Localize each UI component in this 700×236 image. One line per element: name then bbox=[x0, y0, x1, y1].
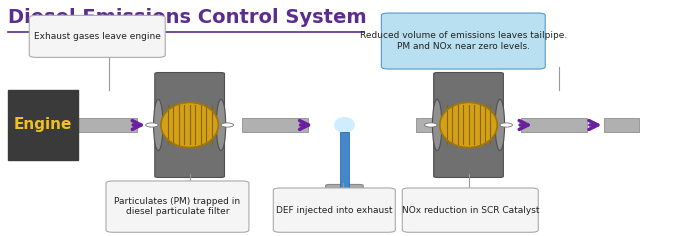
Ellipse shape bbox=[440, 102, 497, 148]
Text: Exhaust gases leave engine: Exhaust gases leave engine bbox=[34, 32, 161, 41]
Text: Particulates (PM) trapped in
diesel particulate filter: Particulates (PM) trapped in diesel part… bbox=[114, 197, 241, 216]
Ellipse shape bbox=[161, 102, 218, 148]
Text: Engine: Engine bbox=[14, 118, 72, 132]
Text: Diesel Emissions Control System: Diesel Emissions Control System bbox=[8, 8, 367, 27]
FancyBboxPatch shape bbox=[326, 185, 363, 219]
Ellipse shape bbox=[334, 117, 355, 133]
Circle shape bbox=[221, 123, 234, 127]
Ellipse shape bbox=[153, 99, 163, 151]
Circle shape bbox=[425, 123, 438, 127]
FancyBboxPatch shape bbox=[29, 15, 165, 57]
Circle shape bbox=[146, 123, 158, 127]
FancyBboxPatch shape bbox=[402, 188, 538, 232]
Ellipse shape bbox=[216, 99, 225, 151]
FancyBboxPatch shape bbox=[340, 132, 349, 188]
FancyBboxPatch shape bbox=[273, 188, 395, 232]
FancyBboxPatch shape bbox=[416, 118, 479, 132]
Text: DEF injected into exhaust: DEF injected into exhaust bbox=[276, 206, 393, 215]
FancyBboxPatch shape bbox=[382, 13, 545, 69]
Ellipse shape bbox=[495, 99, 505, 151]
FancyBboxPatch shape bbox=[521, 118, 587, 132]
Text: Reduced volume of emissions leaves tailpipe.
PM and NOx near zero levels.: Reduced volume of emissions leaves tailp… bbox=[360, 31, 567, 51]
FancyBboxPatch shape bbox=[605, 118, 639, 132]
Ellipse shape bbox=[433, 99, 442, 151]
FancyBboxPatch shape bbox=[155, 72, 225, 177]
FancyBboxPatch shape bbox=[78, 118, 137, 132]
Circle shape bbox=[500, 123, 512, 127]
FancyBboxPatch shape bbox=[106, 181, 249, 232]
FancyBboxPatch shape bbox=[8, 90, 78, 160]
FancyBboxPatch shape bbox=[242, 118, 308, 132]
FancyBboxPatch shape bbox=[434, 72, 503, 177]
Text: NOx reduction in SCR Catalyst: NOx reduction in SCR Catalyst bbox=[402, 206, 539, 215]
